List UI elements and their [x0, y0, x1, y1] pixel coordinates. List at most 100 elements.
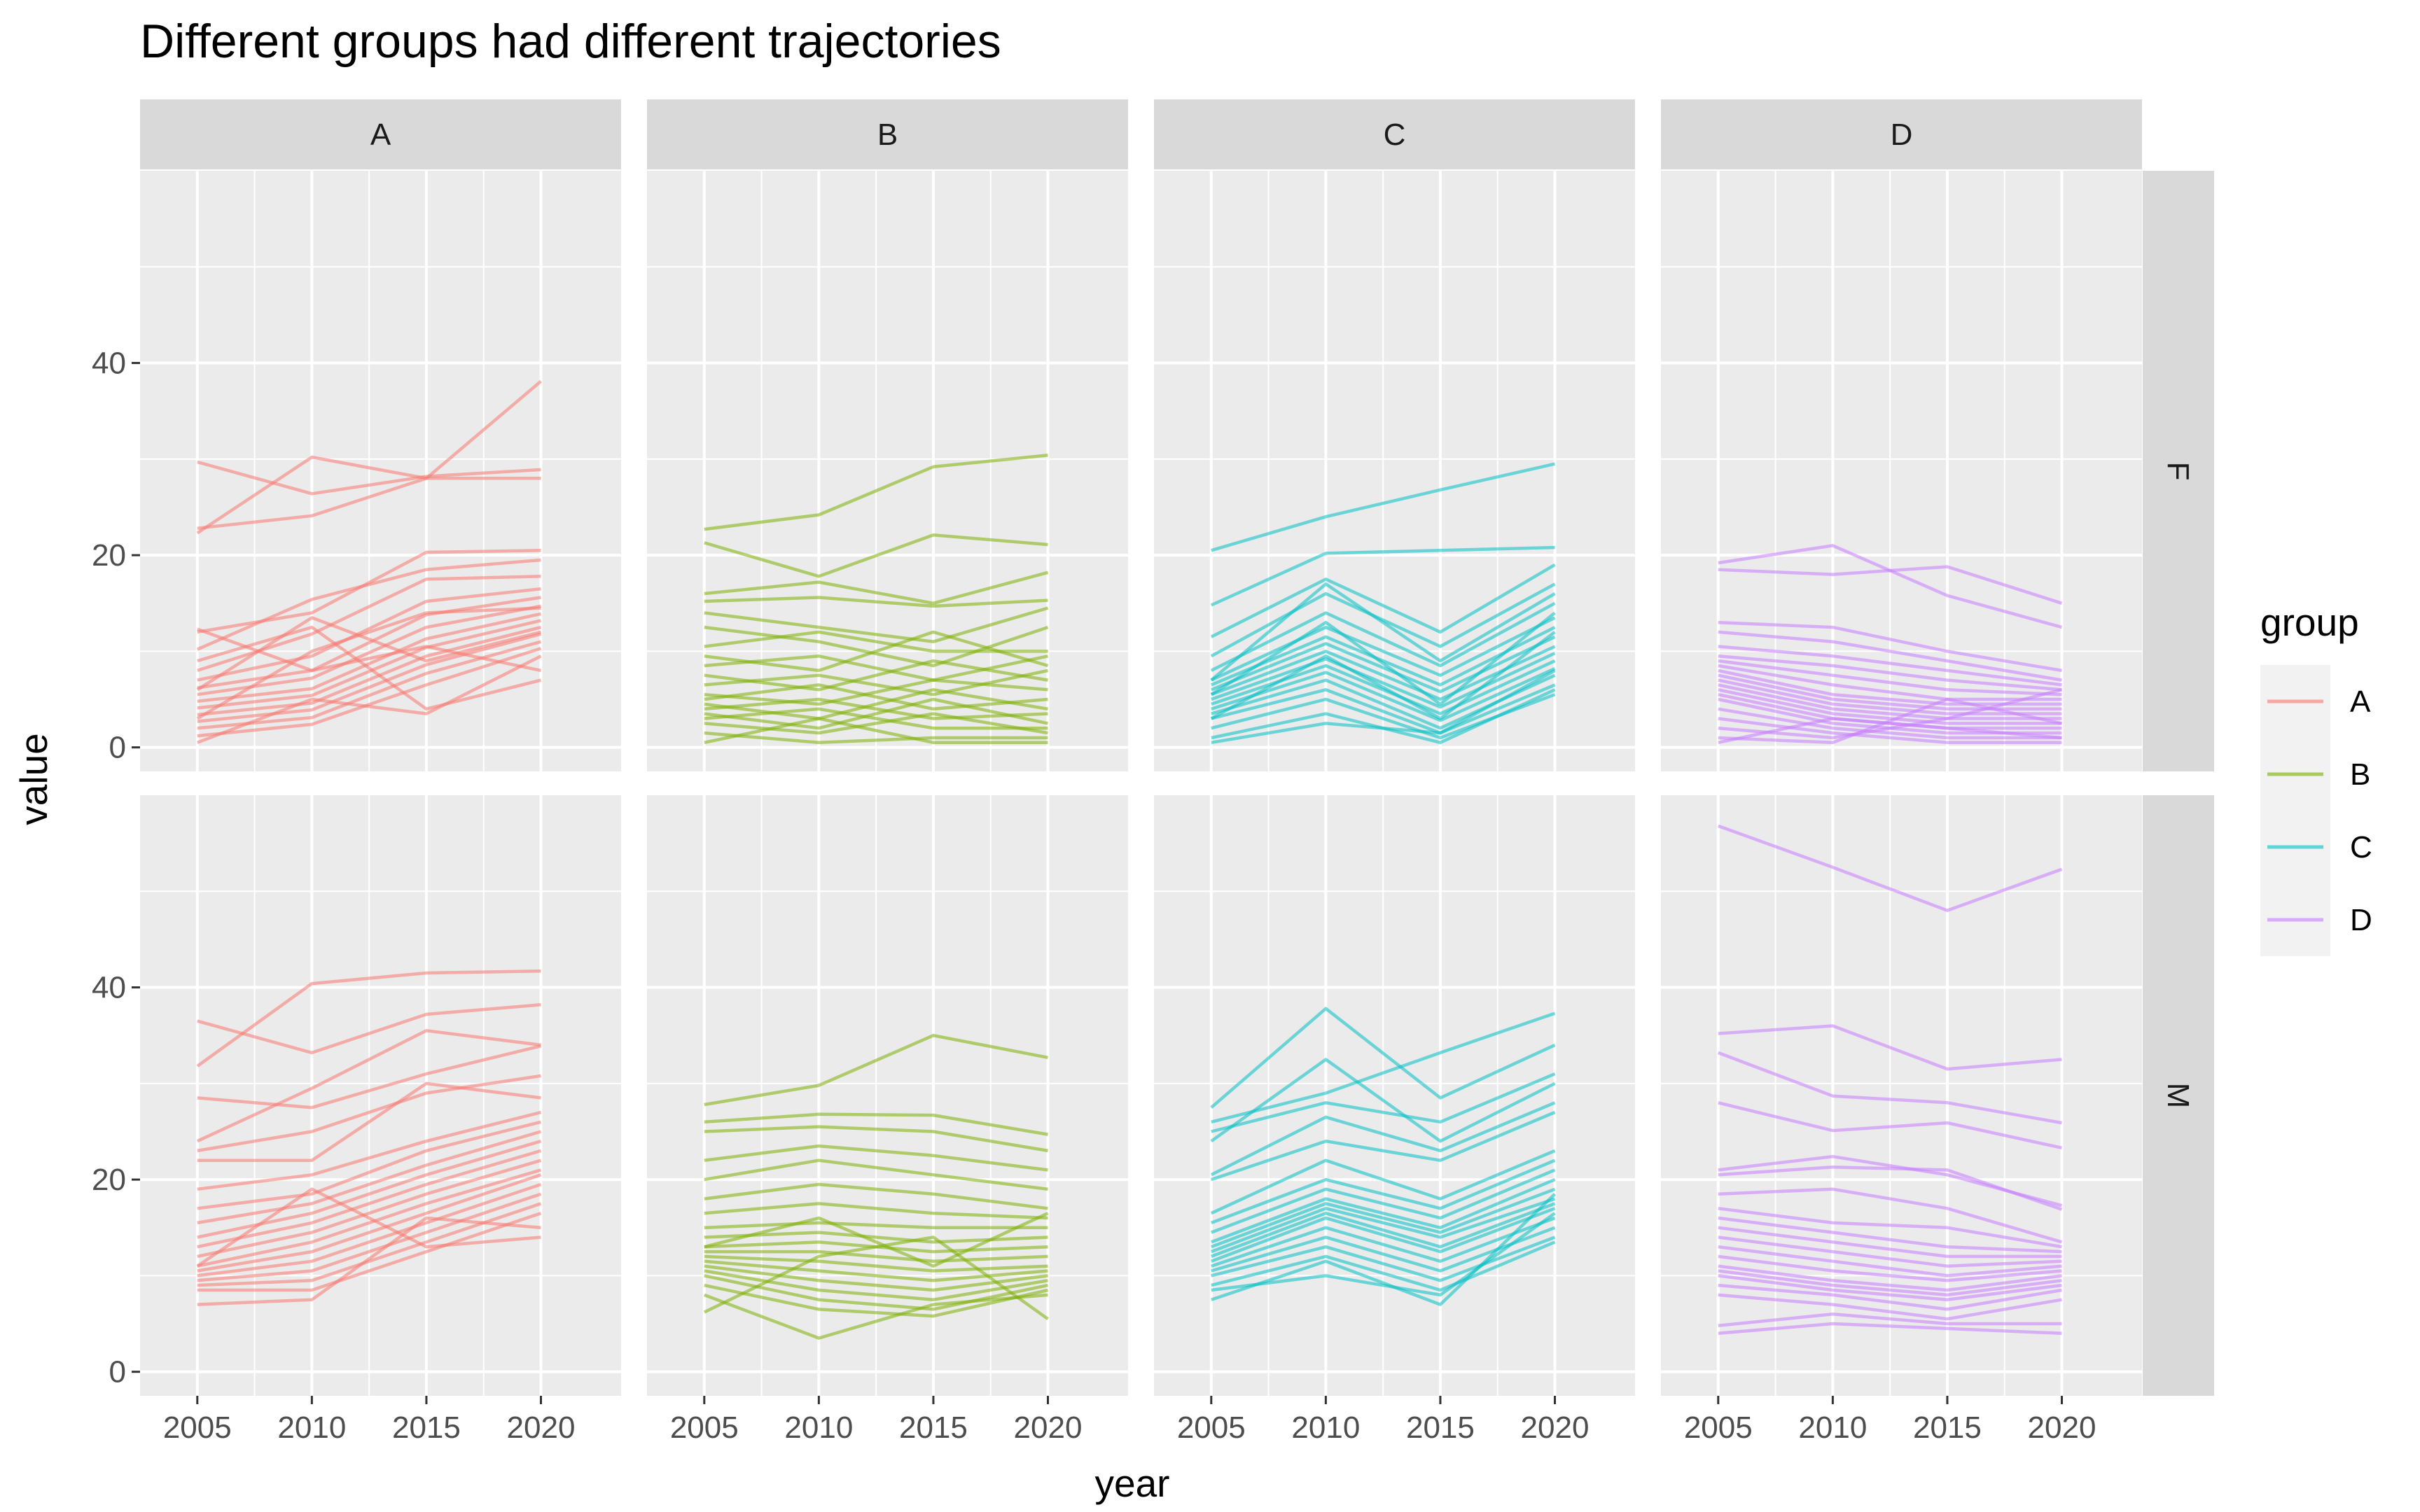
series-line-B-M-11 [704, 1250, 1048, 1264]
series-line-B-M-1 [704, 1033, 1048, 1107]
panel-B-F [647, 171, 1128, 771]
series-line-D-F-20 [1718, 717, 2062, 745]
series-line-D-M-16 [1718, 1274, 2062, 1301]
series-line-C-F-10 [1211, 652, 1556, 709]
panel-background [1661, 795, 2142, 1396]
series-line-A-M-2 [196, 969, 541, 1068]
x-tick-label: 2015 [1913, 1410, 1982, 1445]
panel-C-F [1154, 171, 1635, 771]
series-line-C-F-4 [1210, 582, 1556, 658]
series-line-C-F-8 [1210, 635, 1556, 694]
x-tick-label: 2010 [784, 1410, 853, 1445]
series-line-D-M-18 [1718, 1293, 2062, 1321]
series-line-C-M-1 [1210, 1007, 1556, 1109]
series-line-B-M-20 [704, 1212, 1049, 1268]
series-line-D-M-15 [1718, 1269, 2062, 1297]
series-line-B-F-19 [704, 731, 1048, 745]
series-line-C-M-9 [1211, 1168, 1556, 1234]
y-axis-title: value [12, 733, 55, 825]
series-line-A-M-19 [197, 1216, 541, 1306]
series-line-C-M-8 [1211, 1158, 1556, 1225]
series-line-D-M-20 [1718, 1322, 2062, 1336]
series-line-D-F-16 [1718, 707, 2062, 740]
panel-D-M [1661, 795, 2142, 1396]
strip-A [140, 99, 621, 169]
series-line-B-F-17 [704, 707, 1048, 730]
series-line-B-M-5 [704, 1158, 1048, 1191]
series-line-C-M-12 [1211, 1197, 1556, 1254]
series-line-D-M-19 [1718, 1312, 2062, 1328]
y-tick-label: 0 [109, 1355, 126, 1390]
series-line-B-M-14 [704, 1264, 1048, 1292]
series-line-D-M-4 [1718, 1101, 2062, 1149]
strip-D [1661, 99, 2142, 169]
series-line-D-M-10 [1718, 1226, 2062, 1259]
series-line-A-M-16 [197, 1192, 542, 1282]
legend-title: group [2260, 601, 2359, 644]
series-line-A-F-5 [196, 558, 541, 651]
series-line-C-F-2 [1210, 545, 1555, 607]
series-line-A-M-14 [197, 1173, 542, 1273]
x-tick-label: 2015 [1406, 1410, 1475, 1445]
series-line-D-F-3 [1718, 620, 2062, 673]
series-line-B-F-11 [704, 668, 1048, 696]
series-line-B-F-10 [704, 659, 1048, 692]
x-tick-label: 2005 [1684, 1410, 1753, 1445]
legend-label-D: D [2350, 903, 2372, 937]
strip-F [2143, 171, 2214, 771]
series-line-A-F-20 [196, 606, 541, 720]
x-tick-label: 2015 [899, 1410, 968, 1445]
series-line-B-F-2 [704, 533, 1048, 578]
series-line-C-F-6 [1210, 616, 1556, 682]
series-line-A-F-2 [196, 379, 542, 535]
series-line-C-M-15 [1211, 1216, 1556, 1268]
strip-label-D: D [1891, 118, 1913, 152]
strip-B [647, 99, 1128, 169]
series-line-D-M-11 [1718, 1236, 2062, 1268]
series-line-D-F-7 [1718, 659, 2062, 696]
series-line-A-M-18 [197, 1212, 542, 1292]
series-line-C-M-4 [1210, 1058, 1556, 1143]
legend-label-C: C [2350, 830, 2372, 864]
x-tick-label: 2010 [1291, 1410, 1360, 1445]
series-line-D-F-19 [1718, 697, 2062, 745]
series-line-D-F-11 [1718, 678, 2062, 715]
series-line-C-M-5 [1210, 1101, 1556, 1177]
series-line-A-F-7 [197, 587, 541, 682]
x-tick-label: 2010 [1798, 1410, 1867, 1445]
series-line-C-F-17 [1211, 668, 1556, 745]
series-line-A-M-15 [197, 1182, 542, 1278]
series-line-A-M-12 [197, 1158, 542, 1259]
series-line-B-F-16 [704, 697, 1048, 730]
series-line-A-F-13 [197, 632, 542, 723]
series-line-A-F-3 [197, 477, 541, 530]
series-line-B-M-3 [704, 1125, 1048, 1153]
series-line-C-M-18 [1211, 1240, 1556, 1292]
series-line-B-F-6 [704, 625, 1049, 668]
series-line-A-M-20 [196, 1187, 541, 1268]
series-line-B-M-6 [704, 1182, 1048, 1210]
series-line-B-F-4 [704, 596, 1048, 608]
strip-label-C: C [1384, 118, 1406, 152]
series-line-A-F-4 [197, 549, 541, 634]
series-line-C-M-6 [1211, 1110, 1556, 1182]
panel-C-M [1154, 795, 1635, 1396]
legend: group A B C D [2260, 601, 2372, 956]
x-axis-title: year [1095, 1462, 1170, 1505]
series-line-D-M-12 [1718, 1245, 2062, 1278]
series-line-C-F-7 [1210, 626, 1556, 687]
facet-strips: A B C D F M [140, 99, 2214, 1396]
x-tick-label: 2010 [277, 1410, 346, 1445]
series-line-D-F-2 [1718, 565, 2063, 605]
series-line-B-F-9 [704, 654, 1048, 682]
legend-label-B: B [2350, 757, 2370, 792]
series-line-C-F-19 [1210, 611, 1556, 706]
series-line-D-M-1 [1718, 824, 2063, 912]
series-line-D-M-17 [1718, 1283, 2062, 1311]
y-tick-label: 40 [92, 971, 126, 1005]
series-line-D-M-7 [1718, 1187, 2063, 1244]
series-line-A-F-19 [196, 616, 542, 692]
series-line-A-M-8 [197, 1120, 542, 1210]
series-line-A-M-5 [197, 1074, 541, 1153]
